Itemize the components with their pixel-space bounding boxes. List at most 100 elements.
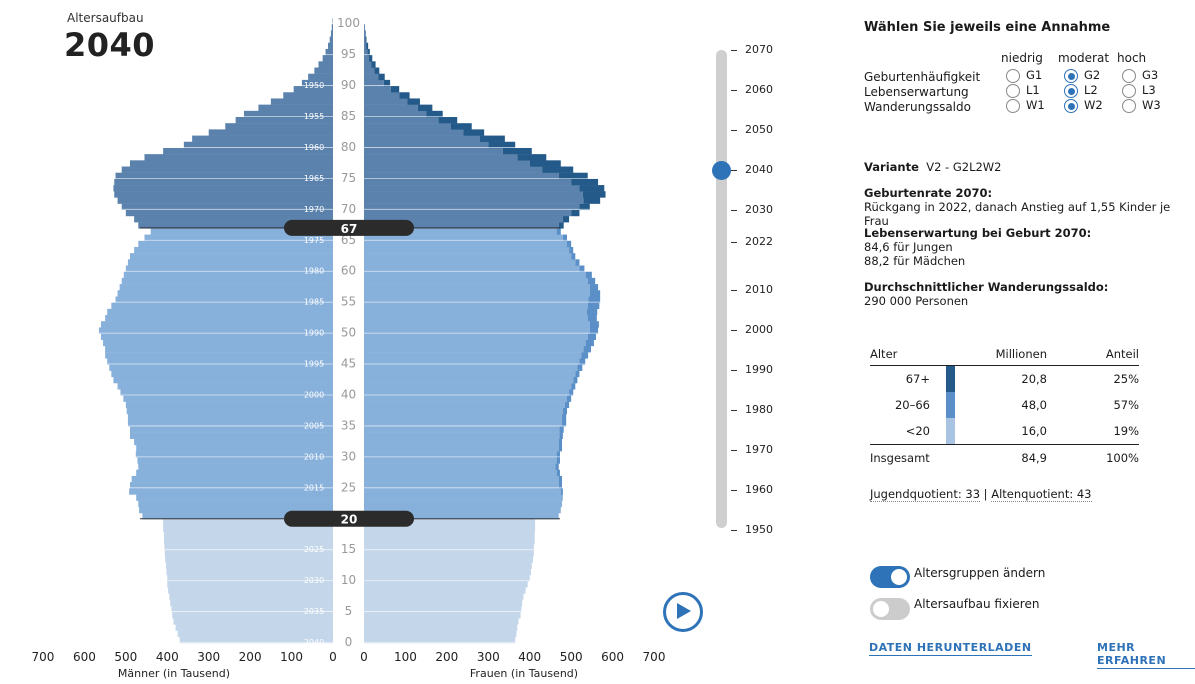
slider-year-label[interactable]: 2040 xyxy=(745,163,773,176)
male-bar xyxy=(120,389,333,396)
toggle-fix-pyramid[interactable] xyxy=(870,598,910,620)
slider-year-label[interactable]: 2010 xyxy=(745,283,773,296)
table-row: 67+ 20,8 25% xyxy=(870,365,1139,392)
slider-year-label[interactable]: 2060 xyxy=(745,83,773,96)
radio-label[interactable]: L2 xyxy=(1084,83,1098,97)
slider-tick-mark xyxy=(731,530,737,531)
male-bar xyxy=(166,568,333,576)
slider-year-label[interactable]: 1950 xyxy=(745,523,773,536)
female-bar xyxy=(364,315,588,322)
radio-label[interactable]: W1 xyxy=(1026,98,1045,112)
female-bar xyxy=(364,426,560,433)
male-bar xyxy=(129,488,333,495)
radio-label[interactable]: L3 xyxy=(1142,83,1156,97)
female-bar xyxy=(364,457,557,464)
female-bar xyxy=(364,135,481,142)
male-bar xyxy=(329,36,333,43)
female-change-bar xyxy=(562,414,567,421)
slider-year-label[interactable]: 2070 xyxy=(745,43,773,56)
female-bar xyxy=(364,55,369,62)
radio-g3[interactable] xyxy=(1122,69,1136,83)
female-change-bar xyxy=(575,370,580,378)
slider-year-label[interactable]: 2000 xyxy=(745,323,773,336)
radio-l1[interactable] xyxy=(1006,84,1020,98)
radio-w2[interactable] xyxy=(1064,99,1078,113)
radio-g1[interactable] xyxy=(1006,69,1020,83)
year-slider-track[interactable] xyxy=(716,50,727,528)
female-change-bar xyxy=(556,228,561,235)
male-bar xyxy=(105,315,333,322)
female-change-bar xyxy=(588,296,601,303)
male-bar xyxy=(107,308,333,316)
slider-year-label[interactable]: 2030 xyxy=(745,203,773,216)
female-bar xyxy=(364,172,559,180)
radio-label[interactable]: W2 xyxy=(1084,98,1103,112)
female-bar xyxy=(364,482,559,489)
female-bar xyxy=(364,420,563,427)
female-bar xyxy=(364,376,574,384)
birth-year-label: 2005 xyxy=(304,421,324,430)
female-bar xyxy=(364,618,519,625)
female-bar xyxy=(364,277,588,285)
male-bar xyxy=(129,160,333,167)
female-change-bar xyxy=(559,432,563,439)
radio-l2[interactable] xyxy=(1064,84,1078,98)
male-bar xyxy=(163,537,333,545)
male-x-tick-label: 600 xyxy=(73,650,96,664)
female-bar xyxy=(364,463,556,470)
female-x-tick-label: 500 xyxy=(560,650,583,664)
radio-g2[interactable] xyxy=(1064,69,1078,83)
download-data-link[interactable]: DATEN HERUNTERLADEN xyxy=(869,641,1032,656)
female-change-bar xyxy=(517,154,547,161)
male-bar xyxy=(123,271,333,279)
slider-year-label[interactable]: 1990 xyxy=(745,363,773,376)
total-millions: 84,9 xyxy=(955,444,1047,471)
age-tick-label: 45 xyxy=(341,357,356,371)
radio-label[interactable]: W3 xyxy=(1142,98,1161,112)
female-bar xyxy=(364,636,516,644)
male-bar xyxy=(127,259,333,266)
slider-year-label[interactable]: 1960 xyxy=(745,483,773,496)
female-bar xyxy=(364,494,563,501)
male-x-tick-label: 100 xyxy=(280,650,303,664)
female-change-bar xyxy=(587,315,597,322)
radio-label[interactable]: G1 xyxy=(1026,68,1043,82)
female-change-bar xyxy=(571,383,576,390)
female-change-bar xyxy=(562,407,568,415)
slider-year-label[interactable]: 1970 xyxy=(745,443,773,456)
female-bar xyxy=(364,308,587,316)
male-bar xyxy=(163,525,333,532)
slider-year-label[interactable]: 2022 xyxy=(745,235,773,248)
year-slider-thumb[interactable] xyxy=(712,161,731,180)
male-bar xyxy=(235,117,333,124)
female-bar xyxy=(364,605,522,613)
radio-l3[interactable] xyxy=(1122,84,1136,98)
male-bar xyxy=(308,73,333,81)
radio-label[interactable]: L1 xyxy=(1026,83,1040,97)
radio-w1[interactable] xyxy=(1006,99,1020,113)
female-bar xyxy=(364,246,570,254)
header-share: Anteil xyxy=(1105,347,1139,361)
slider-year-label[interactable]: 1980 xyxy=(745,403,773,416)
male-bar xyxy=(258,104,333,112)
male-bar xyxy=(322,55,333,62)
birth-year-label: 2010 xyxy=(304,452,324,461)
play-button[interactable] xyxy=(663,592,703,632)
radio-label[interactable]: G2 xyxy=(1084,68,1101,82)
age-tick-label: 60 xyxy=(341,264,356,278)
male-bar xyxy=(318,61,333,68)
slider-year-label[interactable]: 2050 xyxy=(745,123,773,136)
slider-tick-mark xyxy=(731,90,737,91)
learn-more-link[interactable]: MEHR ERFAHREN xyxy=(1097,641,1195,669)
female-change-bar xyxy=(571,178,599,186)
male-bar xyxy=(136,494,333,501)
radio-label[interactable]: G3 xyxy=(1142,68,1159,82)
birth-year-label: 1970 xyxy=(304,205,324,214)
female-bar xyxy=(364,240,568,248)
toggle-change-age-groups[interactable] xyxy=(870,566,910,588)
age-tick-label: 35 xyxy=(341,418,356,432)
female-change-bar xyxy=(556,469,560,477)
age-tick-label: 30 xyxy=(341,449,356,463)
radio-w3[interactable] xyxy=(1122,99,1136,113)
birth-year-label: 1980 xyxy=(304,267,324,276)
